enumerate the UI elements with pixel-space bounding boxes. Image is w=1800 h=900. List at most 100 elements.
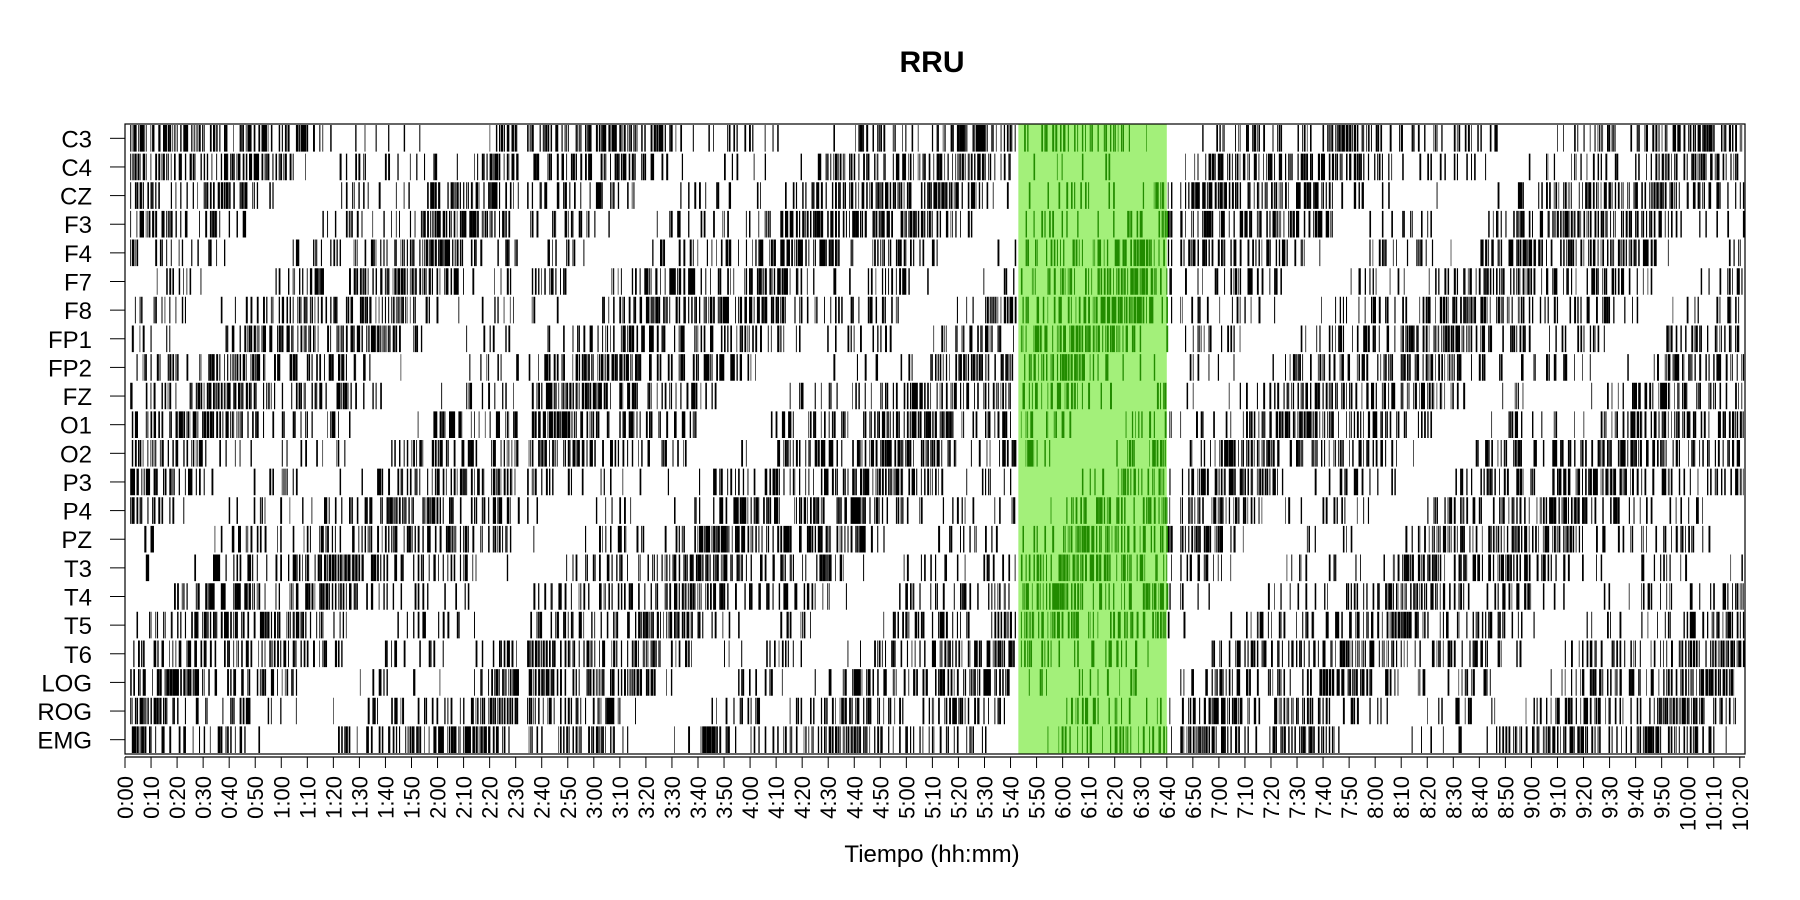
x-tick-label: 0:10 [139, 776, 164, 819]
x-tick-label: 9:40 [1624, 776, 1649, 819]
x-tick-label: 9:10 [1546, 776, 1571, 819]
x-tick-label: 9:20 [1572, 776, 1597, 819]
channel-highlight-marks-t4 [1022, 583, 1169, 610]
x-tick-label: 8:50 [1493, 776, 1518, 819]
channel-highlight-marks-fp1 [1020, 325, 1169, 353]
x-tick-label: 0:00 [113, 776, 138, 819]
y-tick-label-o1: O1 [60, 413, 92, 440]
y-tick-label-f8: F8 [64, 298, 92, 325]
x-tick-label: 3:30 [660, 776, 685, 819]
channel-highlight-marks-t5 [1020, 611, 1166, 639]
x-tick-label: 6:40 [1155, 776, 1180, 819]
channel-marks-o1 [131, 411, 1744, 438]
y-tick-label-f7: F7 [64, 270, 92, 297]
y-tick-label-c4: C4 [61, 155, 92, 182]
x-tick-label: 2:30 [504, 776, 529, 819]
x-tick-label: 0:20 [165, 776, 190, 819]
x-tick-label: 8:00 [1363, 776, 1388, 819]
y-tick-label-t4: T4 [64, 585, 92, 612]
x-tick-label: 9:30 [1598, 776, 1623, 819]
channel-marks-o2 [131, 440, 1741, 467]
y-tick-label-t6: T6 [64, 642, 92, 669]
y-tick-label-cz: CZ [60, 184, 92, 211]
x-axis-label: Tiempo (hh:mm) [844, 841, 1019, 868]
channel-marks-pz [144, 525, 1711, 553]
channel-marks-rog [130, 697, 1737, 725]
x-tick-label: 5:20 [946, 776, 971, 819]
x-tick-label: 5:40 [999, 776, 1024, 819]
x-tick-label: 3:00 [582, 776, 607, 819]
x-tick-label: 6:30 [1129, 776, 1154, 819]
x-tick-label: 1:30 [347, 776, 372, 819]
x-tick-label: 10:10 [1702, 776, 1727, 831]
channel-marks-fp2 [136, 354, 1745, 381]
channel-highlight-marks-p3 [1081, 468, 1165, 496]
channel-highlight-marks-rog [1066, 697, 1162, 725]
channel-highlight-marks-t6 [1020, 640, 1149, 668]
x-tick-label: 1:40 [374, 776, 399, 819]
channel-highlight-marks-fz [1022, 382, 1167, 410]
y-tick-label-fp2: FP2 [48, 355, 92, 382]
channel-highlight-marks-p4 [1050, 497, 1168, 524]
chart-title: RRU [900, 46, 965, 79]
channel-marks-c3 [130, 125, 1743, 152]
x-tick-label: 3:50 [712, 776, 737, 819]
x-tick-label: 1:10 [295, 776, 320, 819]
channel-marks-t4 [174, 583, 1744, 610]
x-tick-label: 4:30 [816, 776, 841, 819]
x-tick-label: 6:50 [1181, 776, 1206, 819]
x-tick-label: 8:40 [1467, 776, 1492, 819]
x-tick-label: 7:50 [1337, 776, 1362, 819]
x-tick-label: 7:20 [1259, 776, 1284, 819]
x-tick-label: 9:00 [1519, 776, 1544, 819]
y-tick-label-p3: P3 [63, 470, 92, 497]
channel-marks-log [130, 669, 1735, 696]
y-tick-label-t3: T3 [64, 556, 92, 583]
x-tick-label: 3:10 [608, 776, 633, 819]
x-tick-label: 1:50 [400, 776, 425, 819]
x-tick-label: 9:50 [1650, 776, 1675, 819]
x-tick-label: 3:20 [634, 776, 659, 819]
x-tick-label: 1:00 [269, 776, 294, 819]
channel-highlight-marks-f7 [1020, 268, 1168, 295]
x-tick-label: 6:20 [1103, 776, 1128, 819]
x-tick-label: 10:00 [1676, 776, 1701, 831]
y-tick-label-emg: EMG [37, 728, 92, 755]
channel-highlight-marks-c3 [1024, 125, 1147, 152]
channel-marks-t6 [133, 640, 1745, 668]
channel-marks-fp1 [131, 325, 1740, 353]
y-tick-label-p4: P4 [63, 499, 92, 526]
x-tick-label: 5:30 [973, 776, 998, 819]
x-tick-label: 4:50 [868, 776, 893, 819]
x-tick-label: 7:10 [1233, 776, 1258, 819]
channel-highlight-marks-f4 [1025, 239, 1165, 267]
y-tick-label-log: LOG [41, 670, 92, 697]
y-tick-label-f3: F3 [64, 212, 92, 239]
y-tick-label-o2: O2 [60, 441, 92, 468]
x-tick-label: 2:00 [426, 776, 451, 819]
y-tick-label-t5: T5 [64, 613, 92, 640]
y-tick-label-f4: F4 [64, 241, 92, 268]
x-tick-label: 4:40 [842, 776, 867, 819]
channel-marks-f4 [130, 239, 1741, 267]
channel-highlight-marks-t3 [1020, 554, 1168, 582]
x-tick-label: 7:30 [1285, 776, 1310, 819]
x-tick-label: 5:50 [1025, 776, 1050, 819]
plot-border [124, 123, 1746, 755]
x-tick-label: 4:00 [738, 776, 763, 819]
y-tick-label-pz: PZ [61, 527, 92, 554]
channel-marks-fz [130, 382, 1743, 410]
channel-marks-f7 [156, 268, 1743, 295]
event-marks [130, 125, 1745, 753]
channel-marks-t3 [145, 554, 1743, 582]
x-axis: 0:00 0:10 0:20 0:30 0:40 0:50 1:00 1:10 1:20 1:30… [113, 756, 1753, 831]
channel-highlight-marks-f8 [1022, 296, 1168, 324]
channel-marks-f3 [130, 210, 1745, 238]
y-tick-label-c3: C3 [61, 126, 92, 153]
x-tick-label: 7:40 [1311, 776, 1336, 819]
channel-marks-p3 [130, 468, 1744, 496]
x-tick-label: 6:00 [1051, 776, 1076, 819]
channel-marks-emg [131, 726, 1727, 753]
channel-marks-c4 [130, 153, 1739, 181]
